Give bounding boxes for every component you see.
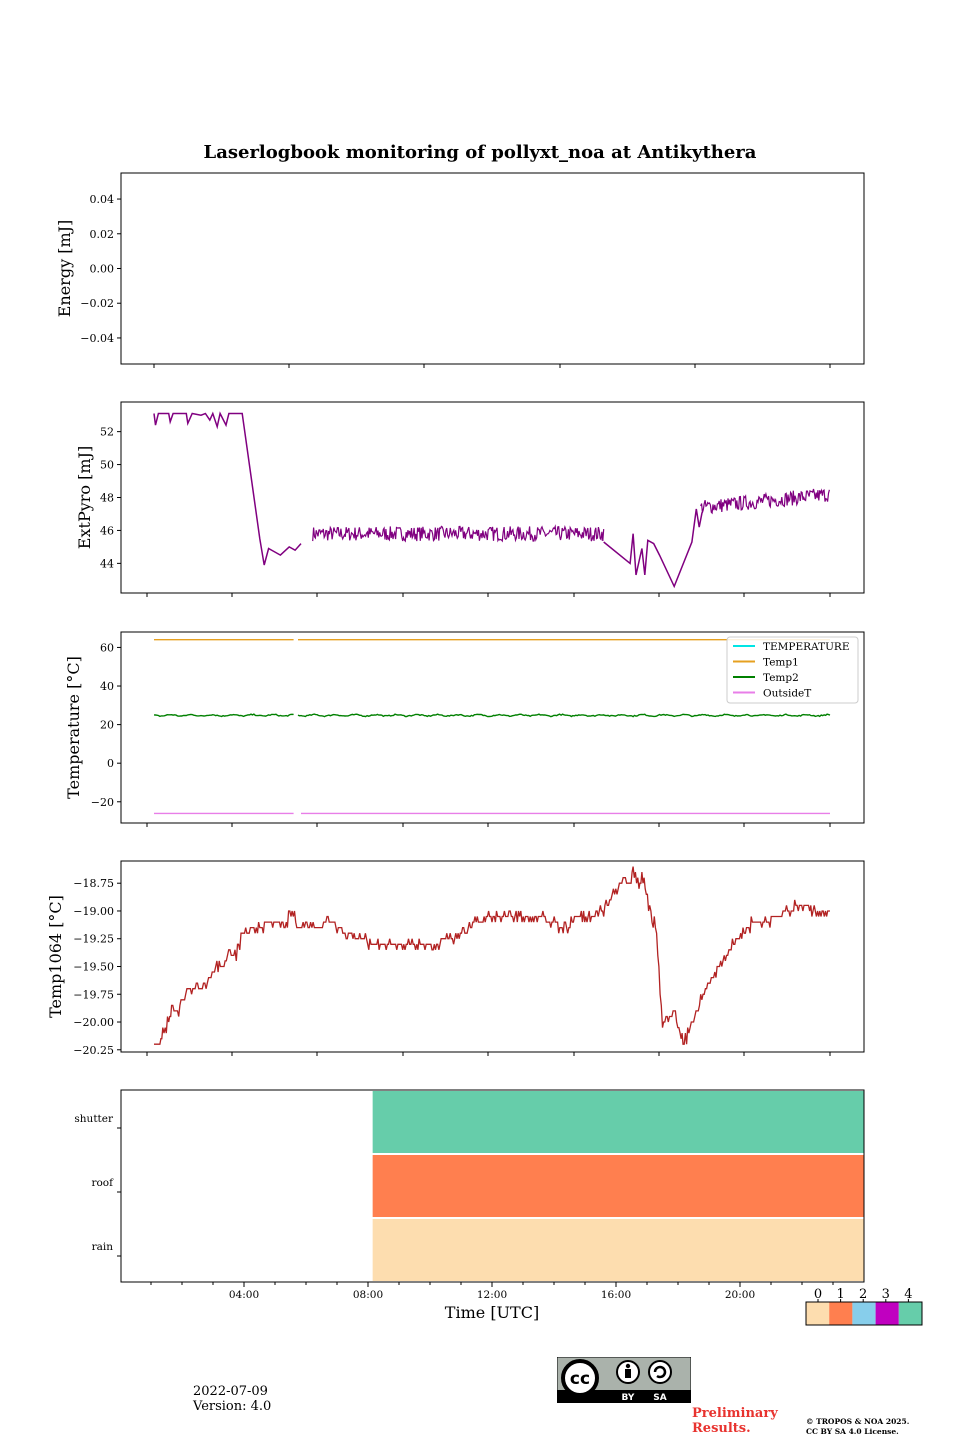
y-tick-label: 0.04 (90, 193, 115, 206)
y-tick-label: −19.25 (73, 933, 114, 946)
copyright-line-2: CC BY SA 4.0 License. (806, 1427, 899, 1436)
row-label-rain: rain (92, 1241, 114, 1253)
temperature-panel: −20 0 20 40 60 Temperature [°C] TEMPERATURE Tem… (64, 631, 865, 827)
y-tick-label: −20 (91, 796, 114, 809)
axes-frame (120, 172, 865, 365)
y-tick-label: −20.00 (73, 1016, 114, 1029)
row-label-roof: roof (91, 1177, 114, 1189)
date-label: 2022-07-09 (193, 1384, 268, 1399)
colorbar-swatch-3 (875, 1302, 899, 1325)
y-tick-label: −20.25 (73, 1044, 114, 1057)
x-tick-label: 08:00 (353, 1289, 383, 1301)
row-label-shutter: shutter (74, 1113, 114, 1125)
y-tick-label: 0.00 (90, 263, 115, 276)
copyright-line-1: © TROPOS & NOA 2025. (806, 1417, 910, 1426)
preliminary-note: Preliminary Results. (692, 1406, 778, 1436)
series-line-temp2 (297, 713, 831, 718)
temp1064-panel: −20.25 −20.00 −19.75 −19.50 −19.25 −19.00 −18.… (46, 860, 865, 1057)
series-line-temp2 (153, 713, 294, 718)
y-tick-label: 20 (100, 719, 114, 732)
y-tick-label: −18.75 (73, 877, 114, 890)
figure-title: Laserlogbook monitoring of pollyxt_noa a… (204, 142, 757, 163)
cc-icon (561, 1359, 599, 1397)
status-block-rain (372, 1219, 864, 1281)
y-tick-label: 0.02 (90, 228, 115, 241)
copyright-note: © TROPOS & NOA 2025. CC BY SA 4.0 Licens… (806, 1417, 909, 1437)
y-tick-label: 44 (100, 557, 114, 570)
y-tick-label: −19.00 (73, 905, 114, 918)
status-panel: rain roof shutter 04:00 08:00 12:00 16:00 20:00… (74, 1089, 865, 1322)
svg-text:cc: cc (570, 1369, 590, 1389)
x-tick-label: 16:00 (601, 1289, 631, 1301)
colorbar-swatch-2 (852, 1302, 876, 1325)
x-axis-label: Time [UTC] (445, 1303, 539, 1322)
y-tick-label: 46 (100, 524, 114, 537)
energy-panel: −0.04 −0.02 0.00 0.02 0.04 Energy [mJ] (55, 172, 865, 368)
colorbar-swatch-1 (829, 1302, 853, 1325)
y-tick-label: −0.04 (80, 332, 114, 345)
y-tick-label: 40 (100, 680, 114, 693)
extpyro-line-start (153, 411, 302, 566)
colorbar-swatch-4 (898, 1302, 922, 1325)
status-block-roof (372, 1155, 864, 1217)
y-tick-label: 50 (100, 459, 114, 472)
legend-label: TEMPERATURE (763, 641, 850, 653)
y-axis-label: Temperature [°C] (64, 656, 83, 799)
y-tick-label: −19.75 (73, 988, 114, 1001)
colorbar-tick-label: 3 (882, 1287, 890, 1302)
svg-text:SA: SA (653, 1393, 666, 1403)
x-tick-label: 20:00 (725, 1289, 755, 1301)
status-block-shutter (372, 1091, 864, 1153)
colorbar-frame (805, 1301, 923, 1326)
axes-frame (120, 860, 865, 1053)
extpyro-panel: 44 46 48 50 52 ExtPyro [mJ] (75, 401, 865, 597)
colorbar-tick-label: 2 (859, 1287, 867, 1302)
svg-text:BY: BY (622, 1393, 635, 1403)
share-alike-icon (648, 1360, 672, 1384)
legend-label: Temp2 (763, 672, 799, 684)
colorbar-swatch-0 (806, 1302, 830, 1325)
legend-label: Temp1 (763, 657, 799, 669)
legend: TEMPERATURE Temp1 Temp2 OutsideT (726, 636, 859, 704)
version-label: Version: 4.0 (193, 1399, 272, 1414)
y-tick-label: 0 (107, 757, 114, 770)
legend-label: OutsideT (763, 688, 811, 700)
colorbar-tick-label: 0 (814, 1287, 822, 1302)
extpyro-line-noise (700, 488, 830, 515)
cc-by-sa-badge: cc BY SA (557, 1357, 691, 1403)
y-axis-label: Temp1064 [°C] (46, 895, 65, 1018)
y-tick-label: −0.02 (80, 297, 114, 310)
extpyro-line-noise (312, 524, 605, 543)
y-tick-label: 52 (100, 426, 114, 439)
temp1064-line (154, 866, 830, 1045)
x-tick-label: 12:00 (477, 1289, 507, 1301)
axes-frame (120, 631, 865, 824)
y-tick-label: 48 (100, 492, 114, 505)
colorbar-tick-label: 4 (904, 1287, 912, 1302)
extpyro-line-mid (603, 508, 703, 589)
y-tick-label: −19.50 (73, 960, 114, 973)
colorbar-tick-label: 1 (836, 1287, 844, 1302)
legend-box (726, 636, 859, 704)
y-axis-label: ExtPyro [mJ] (75, 446, 94, 549)
y-tick-label: 60 (100, 641, 114, 654)
y-axis-label: Energy [mJ] (55, 220, 74, 318)
axes-frame (120, 401, 865, 594)
x-tick-label: 04:00 (229, 1289, 259, 1301)
